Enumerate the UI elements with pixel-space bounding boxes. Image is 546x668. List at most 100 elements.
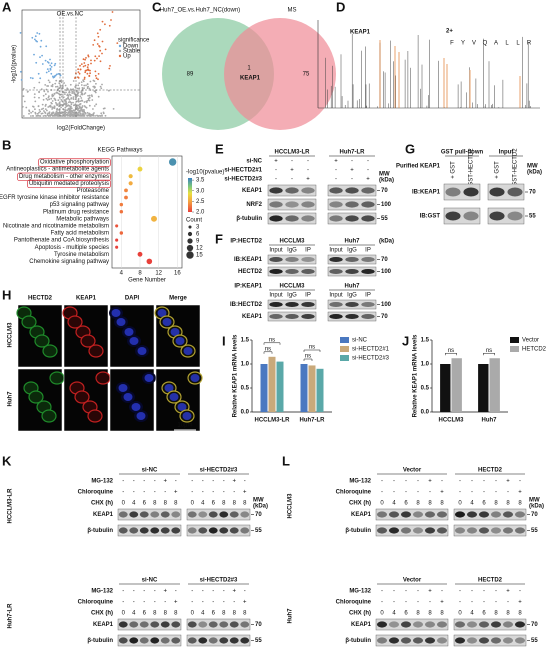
lane-sign: 0 (122, 501, 126, 507)
lane-sign: - (417, 479, 419, 485)
pathway-dot (128, 174, 133, 179)
group-label: Input (499, 150, 514, 156)
volcano-dot (41, 112, 44, 115)
volcano-dot (49, 58, 51, 61)
volcano-dot (76, 100, 78, 103)
lane-sign: - (459, 589, 461, 595)
volcano-dot (69, 114, 72, 116)
lane-sign: + (274, 159, 278, 165)
volcano-dot (46, 109, 48, 112)
volcano-dot (79, 64, 81, 67)
volcano-dot (47, 70, 50, 73)
blot-band (424, 637, 436, 644)
lane-sign: - (519, 479, 521, 485)
label: KEAP1 (240, 76, 261, 82)
row-label: si-NC (246, 159, 262, 165)
volcano-dot (51, 83, 54, 86)
blot-band (139, 637, 149, 644)
volcano-dot (79, 68, 82, 71)
x-tick-label: 16 (174, 271, 181, 277)
lane-sign: + (232, 589, 236, 595)
blot-band (376, 527, 388, 534)
volcano-dot (88, 104, 91, 107)
lane-sign: 8 (174, 611, 178, 617)
pathway-dot (137, 251, 143, 257)
volcano-dot (81, 105, 84, 107)
volcano-dot (84, 69, 87, 72)
volcano-dot (85, 57, 87, 59)
volcano-dot (84, 64, 87, 67)
highlight-box (38, 158, 111, 167)
volcano-dot (99, 114, 101, 117)
blot-band (329, 301, 343, 308)
volcano-dot (55, 110, 58, 113)
blot-band (490, 527, 502, 534)
lane-sign: 8 (428, 611, 432, 617)
bar (478, 364, 489, 412)
peptide-residue: L (516, 41, 520, 47)
blot-band (412, 637, 424, 644)
lane-sign: - (133, 490, 135, 496)
volcano-dot (29, 77, 32, 79)
volcano-dot (72, 91, 75, 93)
significance-label: ns (269, 337, 275, 343)
row-label: HCCLM3 (8, 322, 14, 348)
cell (49, 371, 65, 385)
column-label: DAPI (125, 296, 140, 302)
volcano-dot (83, 84, 86, 87)
volcano-dot (46, 68, 49, 70)
volcano-dot (63, 82, 65, 84)
blot-membrane (186, 618, 251, 631)
volcano-dot (22, 87, 25, 90)
lane-label: IgG (347, 293, 357, 299)
blot-band (219, 527, 229, 534)
legend-label: HETCD2 (522, 347, 546, 353)
volcano-dot (88, 87, 91, 90)
blot-band (361, 313, 375, 320)
nucleus (123, 393, 133, 401)
band-label: HECTD2 (238, 269, 263, 275)
volcano-dot (34, 112, 37, 115)
volcano-dot (60, 87, 63, 90)
volcano-dot (77, 68, 79, 71)
volcano-dot (98, 55, 100, 57)
axis-label: Relative KEAP1 mRNA levels (413, 334, 419, 417)
pathway-label: Oxidative phosphorylation (40, 160, 109, 166)
volcano-dot (92, 113, 95, 116)
nucleus (175, 337, 185, 345)
lane-sign: - (212, 479, 214, 485)
volcano-dot (70, 97, 73, 100)
volcano-dot (55, 85, 57, 88)
group-label: GST pull-down (441, 150, 484, 156)
lane-label: Input (329, 248, 343, 254)
blot-band (285, 201, 299, 208)
blot-band (269, 215, 283, 222)
volcano-dot (45, 115, 47, 117)
volcano-dot (80, 97, 83, 99)
volcano-dot (99, 85, 102, 88)
x-tick-label: 12 (155, 271, 162, 277)
lane-sign: + (174, 490, 178, 496)
blot-membrane (267, 254, 317, 265)
lane-sign: + (334, 159, 338, 165)
volcano-dot (32, 115, 34, 117)
lane-sign: - (143, 479, 145, 485)
blot-band (198, 637, 208, 644)
lane-sign: + (506, 589, 510, 595)
size-tick-label: 3 (196, 225, 200, 231)
lane-sign: - (212, 589, 214, 595)
blot-band (129, 621, 139, 628)
volcano-dot (93, 90, 96, 92)
row-label: Chloroquine (78, 490, 114, 496)
volcano-dot (73, 92, 75, 95)
size-key (188, 225, 192, 229)
column-label: HECTD2 (28, 296, 53, 302)
blot-band (361, 301, 375, 308)
volcano-dot (108, 89, 110, 92)
blot-band (229, 621, 239, 628)
y-tick-label: 1.5 (241, 338, 250, 344)
lane-sign: 6 (212, 501, 216, 507)
volcano-dot (44, 93, 47, 96)
mw-label: 70 (529, 190, 536, 196)
blot-membrane (453, 524, 527, 537)
